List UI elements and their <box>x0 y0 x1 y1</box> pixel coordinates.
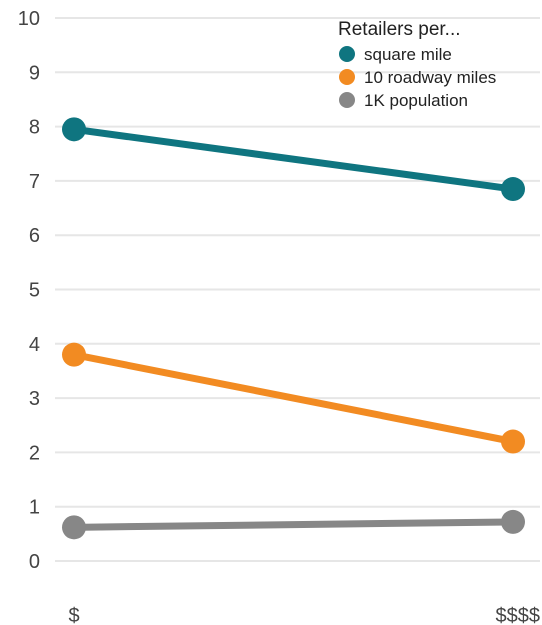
legend-marker <box>339 46 355 62</box>
series-points <box>62 117 525 540</box>
legend-item-label: 1K population <box>364 91 468 110</box>
y-tick-label: 7 <box>29 171 40 193</box>
legend-items: square mile 10 roadway miles 1K population <box>339 45 496 110</box>
legend: Retailers per... square mile 10 roadway m… <box>338 19 496 110</box>
y-tick-label: 3 <box>29 388 40 410</box>
x-axis-tick-labels: $ $$$$ <box>68 605 540 625</box>
data-point <box>62 515 86 540</box>
legend-title: Retailers per... <box>338 19 461 40</box>
y-tick-label: 0 <box>29 551 40 573</box>
x-tick-label: $$$$ <box>496 605 541 625</box>
x-tick-label: $ <box>68 605 79 625</box>
data-point <box>501 177 525 202</box>
legend-item-label: 10 roadway miles <box>364 68 496 87</box>
legend-item-label: square mile <box>364 45 452 64</box>
data-point <box>501 509 525 534</box>
y-tick-label: 5 <box>29 280 40 302</box>
legend-marker <box>339 92 355 108</box>
data-point <box>501 429 525 454</box>
y-tick-label: 6 <box>29 225 40 247</box>
y-tick-label: 2 <box>29 442 40 464</box>
series-line-2 <box>70 518 517 531</box>
y-axis-tick-labels: 0 1 2 3 4 5 6 7 8 9 10 <box>18 8 40 573</box>
y-tick-label: 9 <box>29 62 40 84</box>
series-lines <box>70 125 517 531</box>
y-tick-label: 4 <box>29 334 40 356</box>
y-tick-label: 1 <box>29 497 40 519</box>
data-point <box>62 342 86 367</box>
data-point <box>62 117 86 142</box>
series-line-1 <box>70 351 517 446</box>
series-line-0 <box>70 125 517 193</box>
gridlines <box>55 17 540 562</box>
legend-marker <box>339 69 355 85</box>
y-tick-label: 8 <box>29 117 40 139</box>
y-tick-label: 10 <box>18 8 40 30</box>
